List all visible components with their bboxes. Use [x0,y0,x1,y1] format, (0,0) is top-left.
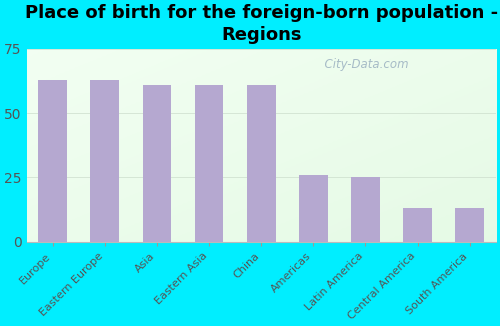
Text: City-Data.com: City-Data.com [318,58,409,71]
Bar [38,80,67,242]
Bar [299,175,328,242]
Bar [247,85,276,242]
Bar [456,208,484,242]
Bar [351,177,380,242]
Bar [194,85,224,242]
Bar [404,208,432,242]
Title: Place of birth for the foreign-born population -
Regions: Place of birth for the foreign-born popu… [24,4,498,44]
Bar [142,85,171,242]
Bar [90,80,119,242]
